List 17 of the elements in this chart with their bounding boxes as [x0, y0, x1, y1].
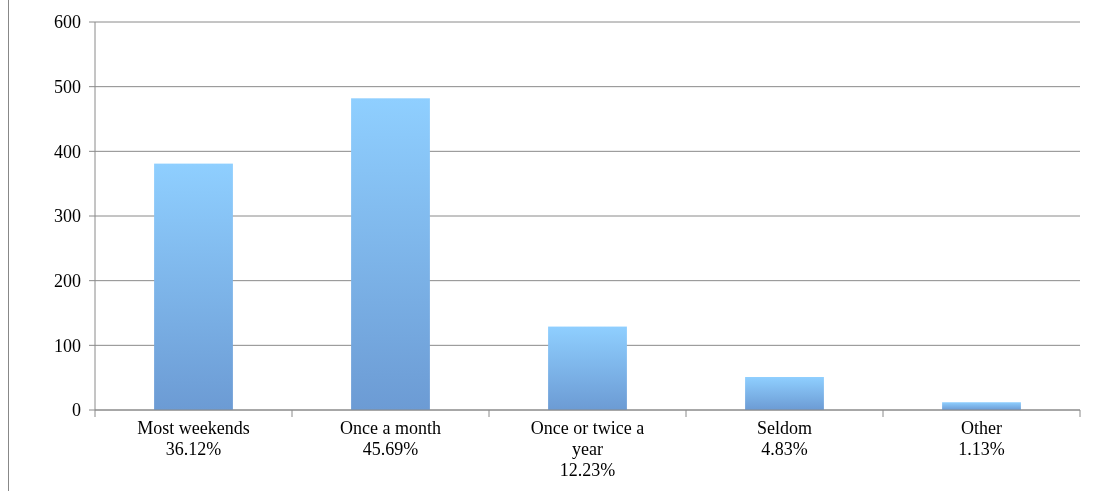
bar [745, 377, 824, 410]
y-tick-label: 400 [54, 141, 81, 162]
x-tick-label: Once a month 45.69% [340, 418, 441, 459]
x-tick-label: Seldom 4.83% [756, 418, 813, 459]
y-tick-label: 0 [72, 400, 81, 421]
y-tick-label: 200 [54, 270, 81, 291]
bar [154, 163, 233, 410]
bar [351, 98, 430, 410]
x-tick-label: Once or twice a year 12.23% [530, 418, 645, 480]
bar [548, 326, 627, 410]
x-tick-label: Other 1.13% [958, 418, 1005, 459]
y-tick-label: 600 [54, 12, 81, 33]
y-tick-label: 300 [54, 206, 81, 227]
y-tick-label: 500 [54, 76, 81, 97]
bar [942, 402, 1021, 410]
x-tick-label: Most weekends 36.12% [137, 418, 250, 459]
y-tick-label: 100 [54, 335, 81, 356]
